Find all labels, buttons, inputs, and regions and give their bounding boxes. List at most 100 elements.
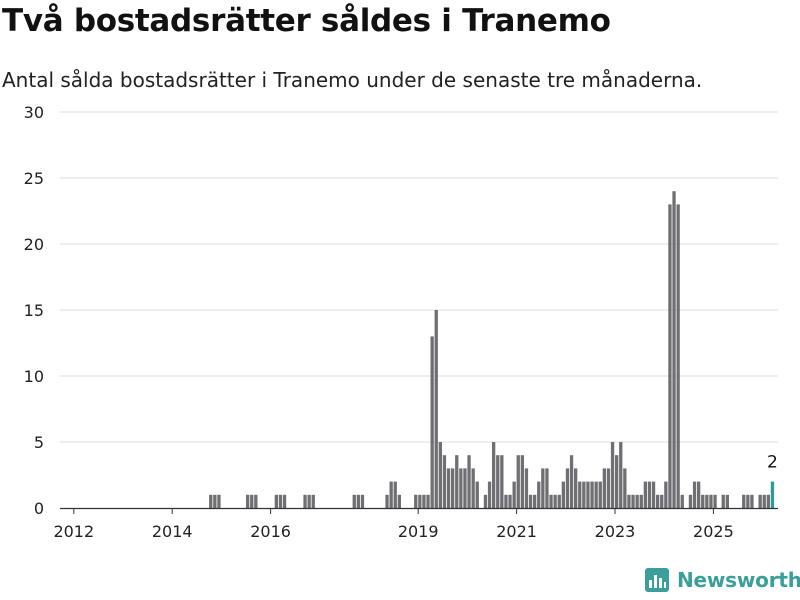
bar: [565, 468, 570, 508]
bar: [750, 494, 754, 508]
bar: [709, 494, 713, 508]
bar: [352, 494, 356, 508]
bar: [426, 494, 430, 508]
bar: [520, 455, 524, 508]
x-tick-label: 2016: [250, 522, 291, 541]
bar: [389, 481, 393, 508]
bar: [762, 494, 766, 508]
bar: [746, 494, 750, 508]
bar: [656, 494, 660, 508]
bar: [496, 455, 500, 508]
bar: [422, 494, 426, 508]
bar: [701, 494, 705, 508]
x-tick-label: 2025: [693, 522, 734, 541]
bar: [508, 494, 512, 508]
bar: [725, 494, 729, 508]
bar: [516, 455, 520, 508]
bar: [451, 468, 455, 508]
bar: [455, 455, 459, 508]
y-tick-label: 15: [24, 301, 44, 320]
bar: [467, 455, 471, 508]
bar: [217, 494, 221, 508]
newsworthy-logo-icon: [645, 568, 669, 592]
bar: [504, 494, 508, 508]
brand-name: Newsworthy: [677, 568, 800, 592]
bar: [500, 455, 504, 508]
bar: [705, 494, 709, 508]
bar: [487, 481, 492, 508]
bar: [434, 310, 438, 508]
bar: [278, 494, 283, 508]
bar: [758, 494, 762, 508]
bar: [537, 481, 541, 508]
bar: [651, 481, 656, 508]
bar: [697, 481, 701, 508]
bar: [414, 494, 418, 508]
bar: [647, 481, 652, 508]
bar: [569, 455, 574, 508]
bar: [721, 494, 725, 508]
bar: [623, 468, 627, 508]
bar: [492, 442, 496, 508]
bar: [250, 494, 254, 508]
y-tick-label: 5: [34, 433, 44, 452]
bar: [635, 494, 639, 508]
bar: [512, 481, 516, 508]
y-tick-label: 25: [24, 169, 44, 188]
latest-value-label: 2: [767, 453, 778, 473]
bar: [610, 442, 615, 508]
bar: [213, 494, 217, 508]
y-tick-label: 0: [34, 499, 44, 518]
y-tick-label: 20: [24, 235, 44, 254]
bar: [397, 494, 401, 508]
bar: [631, 494, 635, 508]
bar: [713, 494, 717, 508]
bar: [615, 455, 619, 508]
bar: [209, 494, 213, 508]
bar: [274, 494, 278, 508]
bar: [680, 494, 684, 508]
bar: [459, 468, 463, 508]
bar: [586, 481, 590, 508]
chart-title: Två bostadsrätter såldes i Tranemo: [2, 3, 611, 39]
y-tick-label: 10: [24, 367, 44, 386]
x-tick-label: 2023: [595, 522, 636, 541]
x-tick-label: 2021: [496, 522, 537, 541]
bar: [606, 468, 611, 508]
bar: [692, 481, 697, 508]
bar: [418, 494, 422, 508]
bar: [385, 494, 389, 508]
bar: [524, 468, 529, 508]
bar: [282, 494, 287, 508]
bar: [598, 481, 602, 508]
bar: [528, 494, 533, 508]
bar: [483, 494, 488, 508]
x-tick-label: 2012: [53, 522, 94, 541]
bar: [471, 468, 475, 508]
bar: [582, 481, 586, 508]
bar: [557, 494, 561, 508]
x-tick-label: 2014: [152, 522, 193, 541]
bar: [446, 468, 451, 508]
bar: [676, 204, 680, 508]
bar: [672, 191, 676, 508]
x-tick-label: 2019: [398, 522, 439, 541]
bar: [307, 494, 311, 508]
bar: [742, 494, 746, 508]
bar: [627, 494, 631, 508]
bar: [602, 468, 606, 508]
bar: [430, 336, 434, 508]
bar: [639, 494, 643, 508]
bar: [643, 481, 647, 508]
bar: [549, 494, 553, 508]
newsworthy-logo[interactable]: Newsworthy: [645, 568, 800, 592]
bar: [438, 442, 442, 508]
bar: [590, 481, 594, 508]
bar: [561, 481, 565, 508]
bar: [545, 468, 549, 508]
bar: [668, 204, 672, 508]
chart-subtitle: Antal sålda bostadsrätter i Tranemo unde…: [2, 68, 703, 92]
bar: [766, 494, 770, 508]
bar: [660, 494, 664, 508]
bar: [393, 481, 397, 508]
